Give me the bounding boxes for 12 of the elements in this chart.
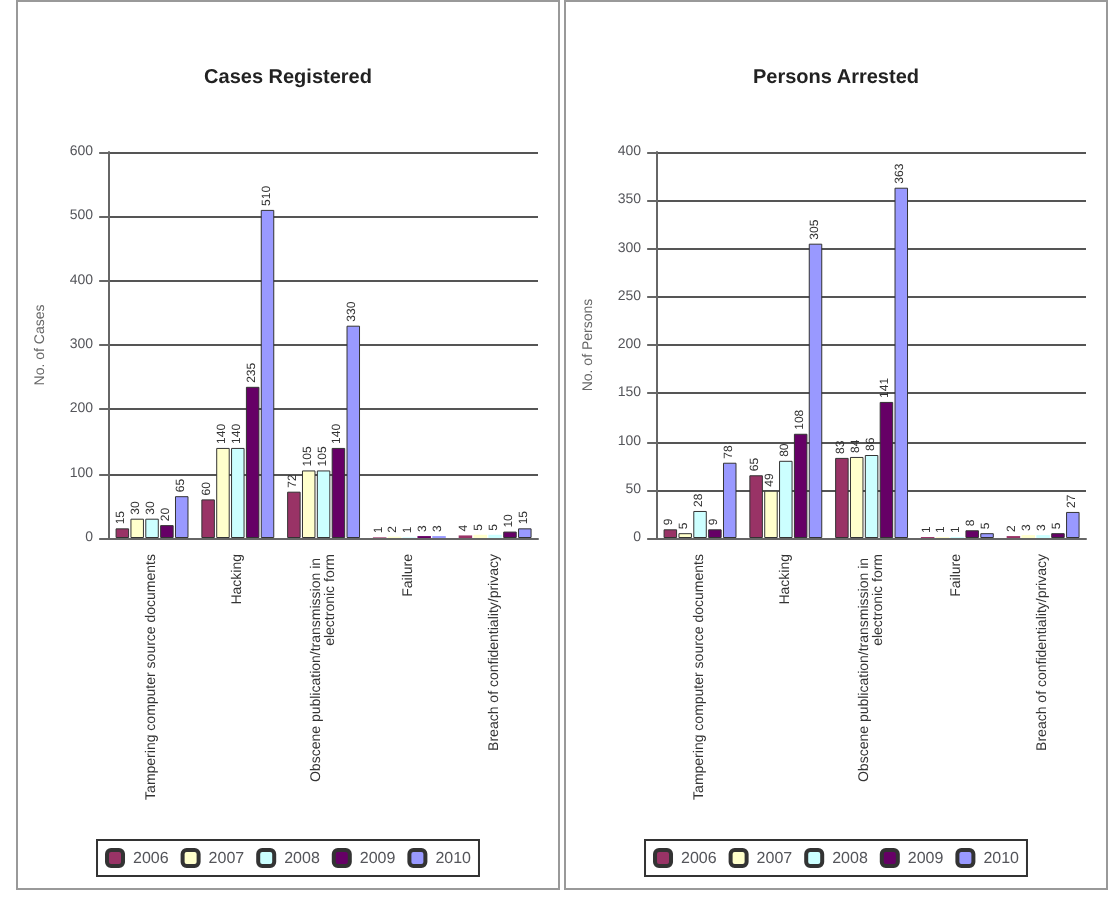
legend-label: 2010 (983, 849, 1021, 867)
chart-title: Persons Arrested (753, 67, 919, 89)
legend-label: 2008 (832, 849, 869, 867)
legend-label: 2006 (681, 849, 718, 867)
legend-label: 2008 (284, 849, 321, 867)
legend-label: 2009 (907, 849, 945, 867)
legend-label: 2007 (208, 849, 246, 867)
legend-label: 2007 (756, 849, 794, 867)
legend-label: 2010 (435, 849, 473, 867)
chart-title: Cases Registered (204, 67, 372, 89)
legend-label: 2009 (359, 849, 397, 867)
legend-label: 2006 (133, 849, 170, 867)
